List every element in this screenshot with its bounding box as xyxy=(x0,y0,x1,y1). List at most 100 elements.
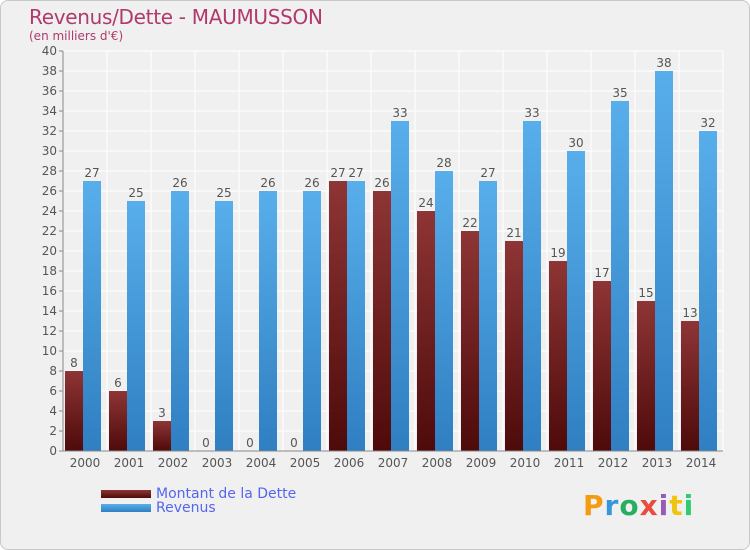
x-tick-label: 2006 xyxy=(334,456,365,470)
x-tick-label: 2003 xyxy=(202,456,233,470)
x-tick-label: 2001 xyxy=(114,456,145,470)
bar-revenus xyxy=(171,191,189,451)
y-tick-label: 22 xyxy=(42,224,57,238)
bar-revenus xyxy=(567,151,585,451)
x-tick-label: 2002 xyxy=(158,456,189,470)
data-label: 22 xyxy=(462,216,477,230)
data-label: 30 xyxy=(568,136,583,150)
data-label: 28 xyxy=(436,156,451,170)
data-label: 33 xyxy=(524,106,539,120)
bar-dette xyxy=(681,321,699,451)
chart-title: Revenus/Dette - MAUMUSSON xyxy=(29,5,323,29)
y-tick-label: 4 xyxy=(49,404,57,418)
data-label: 6 xyxy=(114,376,122,390)
data-label: 26 xyxy=(374,176,389,190)
data-label: 27 xyxy=(348,166,363,180)
x-tick-label: 2010 xyxy=(510,456,541,470)
axes: 0246810121416182022242628303234363840200… xyxy=(42,44,723,470)
data-label: 0 xyxy=(290,436,298,450)
data-label: 26 xyxy=(172,176,187,190)
bar-revenus xyxy=(523,121,541,451)
bar-revenus xyxy=(83,181,101,451)
y-tick-label: 32 xyxy=(42,124,57,138)
bar-revenus xyxy=(655,71,673,451)
bar-revenus xyxy=(391,121,409,451)
data-label: 27 xyxy=(330,166,345,180)
bar-dette xyxy=(549,261,567,451)
data-label: 24 xyxy=(418,196,433,210)
data-label: 27 xyxy=(84,166,99,180)
legend-swatch-dette xyxy=(101,490,151,498)
data-label: 17 xyxy=(594,266,609,280)
y-tick-label: 8 xyxy=(49,364,57,378)
data-label: 35 xyxy=(612,86,627,100)
data-label: 38 xyxy=(656,56,671,70)
data-label: 3 xyxy=(158,406,166,420)
bar-dette xyxy=(637,301,655,451)
bar-revenus xyxy=(259,191,277,451)
bar-dette xyxy=(461,231,479,451)
data-label: 21 xyxy=(506,226,521,240)
y-tick-label: 2 xyxy=(49,424,57,438)
y-tick-label: 28 xyxy=(42,164,57,178)
bar-revenus xyxy=(611,101,629,451)
legend-label-dette: Montant de la Dette xyxy=(156,486,297,502)
logo-letter: P xyxy=(583,489,605,522)
y-tick-label: 18 xyxy=(42,264,57,278)
bar-revenus xyxy=(699,131,717,451)
logo-letter: o xyxy=(619,489,640,522)
bar-dette xyxy=(65,371,83,451)
x-tick-label: 2007 xyxy=(378,456,409,470)
y-tick-label: 24 xyxy=(42,204,57,218)
x-tick-label: 2011 xyxy=(554,456,585,470)
bar-dette xyxy=(593,281,611,451)
y-tick-label: 6 xyxy=(49,384,57,398)
data-label: 13 xyxy=(682,306,697,320)
chart-subtitle: (en milliers d'€) xyxy=(29,29,124,43)
legend-swatch-revenus xyxy=(101,504,151,512)
data-label: 33 xyxy=(392,106,407,120)
x-tick-label: 2004 xyxy=(246,456,277,470)
data-label: 32 xyxy=(700,116,715,130)
bar-revenus xyxy=(435,171,453,451)
x-tick-label: 2012 xyxy=(598,456,629,470)
y-tick-label: 0 xyxy=(49,444,57,458)
legend-label-revenus: Revenus xyxy=(156,500,216,516)
bar-dette xyxy=(417,211,435,451)
bar-dette xyxy=(373,191,391,451)
data-label: 27 xyxy=(480,166,495,180)
bar-revenus xyxy=(127,201,145,451)
y-tick-label: 38 xyxy=(42,64,57,78)
x-tick-label: 2008 xyxy=(422,456,453,470)
bar-revenus xyxy=(479,181,497,451)
logo-letter: i xyxy=(683,489,695,522)
y-tick-label: 36 xyxy=(42,84,57,98)
y-tick-label: 26 xyxy=(42,184,57,198)
data-label: 0 xyxy=(246,436,254,450)
bar-dette xyxy=(109,391,127,451)
y-tick-label: 12 xyxy=(42,324,57,338)
bar-dette xyxy=(329,181,347,451)
y-tick-label: 16 xyxy=(42,284,57,298)
proxiti-logo: Proxiti xyxy=(583,489,694,522)
data-label: 19 xyxy=(550,246,565,260)
bar-revenus xyxy=(215,201,233,451)
data-label: 0 xyxy=(202,436,210,450)
x-tick-label: 2009 xyxy=(466,456,497,470)
data-label: 15 xyxy=(638,286,653,300)
bar-dette xyxy=(153,421,171,451)
x-tick-label: 2013 xyxy=(642,456,673,470)
logo-letter: i xyxy=(658,489,670,522)
y-tick-label: 34 xyxy=(42,104,57,118)
bar-revenus xyxy=(347,181,365,451)
data-label: 26 xyxy=(304,176,319,190)
y-tick-label: 10 xyxy=(42,344,57,358)
x-tick-label: 2005 xyxy=(290,456,321,470)
data-label: 26 xyxy=(260,176,275,190)
x-tick-label: 2000 xyxy=(70,456,101,470)
y-tick-label: 20 xyxy=(42,244,57,258)
y-tick-label: 40 xyxy=(42,44,57,58)
